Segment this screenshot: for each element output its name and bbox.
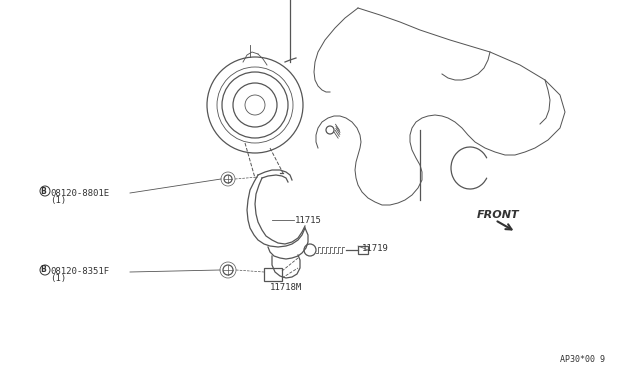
Bar	[358, 246, 368, 254]
Bar	[264, 268, 282, 281]
Text: B: B	[40, 266, 46, 275]
Text: FRONT: FRONT	[477, 210, 520, 220]
Text: 08120-8801E: 08120-8801E	[50, 189, 109, 198]
Text: 11718M: 11718M	[270, 283, 302, 292]
Text: 08120-8351F: 08120-8351F	[50, 267, 109, 276]
Text: AP30*00 9: AP30*00 9	[560, 356, 605, 365]
Text: 11715: 11715	[295, 215, 322, 224]
Text: (1): (1)	[50, 196, 66, 205]
Text: B: B	[40, 186, 46, 196]
Text: 11719: 11719	[362, 244, 389, 253]
Text: (1): (1)	[50, 275, 66, 283]
